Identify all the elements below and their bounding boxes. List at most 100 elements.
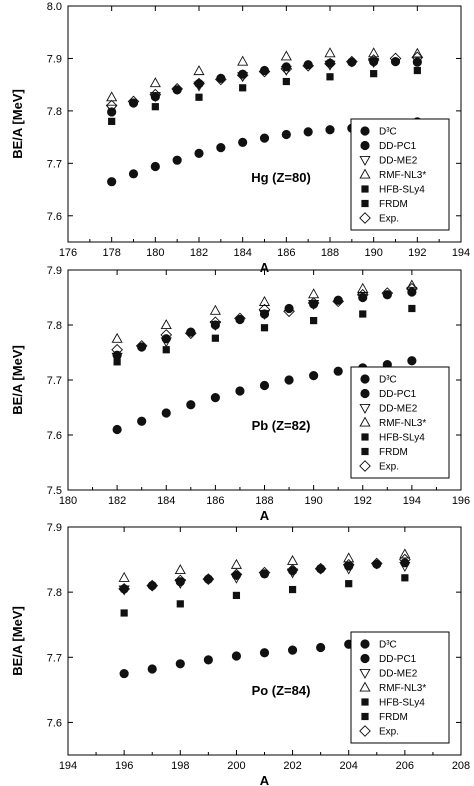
- data-point: [111, 343, 123, 356]
- data-point: [202, 573, 215, 585]
- y-axis-label: BE/A [MeV]: [10, 606, 25, 676]
- series-4: [120, 574, 409, 617]
- legend-label: HFB-SLy4: [379, 185, 425, 196]
- data-point: [333, 366, 343, 376]
- data-point: [171, 83, 184, 95]
- y-tick-label: 7.8: [47, 106, 62, 118]
- series-6: [105, 51, 424, 112]
- data-point: [211, 334, 219, 342]
- x-tick-label: 182: [190, 247, 208, 259]
- data-point: [128, 169, 139, 179]
- legend-marker: [360, 639, 370, 649]
- x-tick-label: 180: [59, 495, 77, 507]
- data-point: [160, 319, 172, 330]
- series-4: [108, 66, 421, 125]
- data-point: [193, 65, 205, 76]
- data-point: [112, 424, 122, 435]
- data-point: [160, 337, 172, 348]
- data-point: [411, 47, 423, 58]
- legend-label: DD-ME2: [379, 669, 418, 680]
- legend-marker: [359, 155, 371, 166]
- data-point: [106, 104, 118, 115]
- data-point: [214, 73, 227, 86]
- legend-label: Exp.: [379, 214, 399, 225]
- data-point: [258, 309, 271, 320]
- y-axis-label: BE/A [MeV]: [10, 89, 25, 159]
- series-4: [113, 304, 416, 366]
- legend-marker: [360, 140, 370, 151]
- data-point: [236, 69, 249, 82]
- legend-label: FRDM: [379, 447, 408, 458]
- data-point: [407, 356, 417, 366]
- data-point: [235, 386, 245, 396]
- x-tick-label: 202: [283, 760, 301, 772]
- data-point: [288, 585, 297, 594]
- data-point: [309, 370, 319, 381]
- data-point: [287, 554, 299, 565]
- data-point: [401, 574, 409, 582]
- x-axis-label: A: [260, 260, 270, 275]
- series-3: [106, 47, 423, 102]
- data-point: [237, 55, 249, 66]
- data-point: [195, 93, 203, 101]
- data-point: [119, 668, 129, 679]
- data-point: [411, 51, 424, 64]
- data-point: [127, 95, 140, 108]
- chart-panel-1: 180 182 184 186 188 190 192 194 196 7.5 7.6 7.7 7.8 7…: [10, 265, 470, 523]
- x-tick-label: 188: [255, 495, 273, 507]
- data-point: [282, 77, 290, 86]
- data-point: [399, 562, 411, 573]
- data-point: [332, 295, 345, 308]
- legend-marker: [360, 126, 370, 136]
- data-point: [118, 583, 130, 595]
- legend-label: FRDM: [379, 712, 408, 723]
- legend-marker: [359, 681, 371, 692]
- data-point: [174, 564, 186, 575]
- data-point: [237, 72, 249, 83]
- legend-label: FRDM: [379, 199, 408, 210]
- data-point: [381, 287, 394, 299]
- legend-marker: [360, 388, 370, 399]
- legend-label: DD-PC1: [379, 654, 417, 665]
- data-point: [160, 329, 173, 341]
- chart-panel-2: 194 196 198 200 202 204 206 208 7.6 7.7 7.8 7.9 A BE/…: [10, 522, 470, 786]
- legend-label: RMF-NL3*: [379, 170, 426, 181]
- data-point: [161, 408, 171, 418]
- data-point: [370, 557, 383, 570]
- data-point: [324, 57, 336, 70]
- data-point: [345, 55, 358, 68]
- data-point: [176, 600, 184, 608]
- legend-marker: [361, 433, 369, 441]
- x-tick-label: 194: [403, 495, 421, 507]
- x-tick-label: 196: [452, 495, 470, 507]
- data-point: [149, 88, 162, 101]
- data-point: [324, 60, 336, 71]
- data-point: [147, 581, 157, 591]
- data-point: [280, 50, 292, 61]
- data-point: [135, 340, 148, 352]
- legend-marker: [359, 212, 371, 224]
- x-tick-label: 208: [452, 760, 470, 772]
- data-point: [413, 66, 421, 75]
- series-6: [111, 282, 418, 356]
- data-point: [210, 392, 220, 403]
- data-point: [128, 98, 139, 108]
- x-tick-label: 186: [277, 247, 295, 259]
- data-point: [151, 103, 159, 111]
- data-point: [149, 77, 161, 88]
- data-point: [258, 566, 271, 579]
- data-point: [284, 303, 294, 314]
- data-point: [382, 290, 392, 300]
- legend-marker: [361, 698, 369, 706]
- legend-marker: [361, 447, 369, 456]
- legend-label: D³C: [379, 640, 397, 651]
- data-point: [230, 573, 242, 584]
- legend-label: HFB-SLy4: [379, 433, 425, 444]
- data-point: [343, 564, 355, 575]
- x-tick-label: 180: [146, 247, 164, 259]
- x-tick-label: 196: [115, 760, 133, 772]
- data-point: [238, 137, 248, 147]
- data-point: [283, 305, 295, 318]
- data-point: [308, 300, 320, 311]
- series-3: [118, 548, 411, 582]
